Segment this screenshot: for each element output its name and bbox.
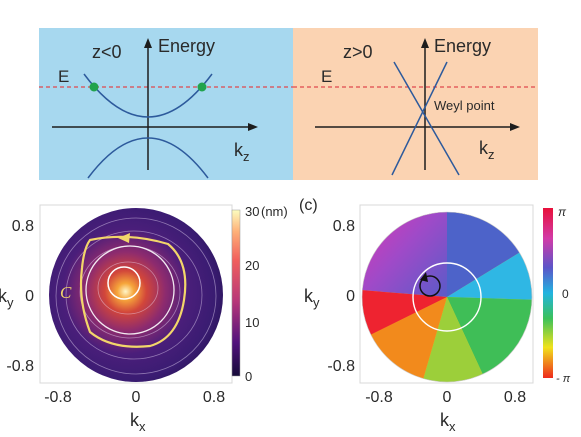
colorbar-tick-label: π — [558, 205, 567, 219]
energy-axis-label: Energy — [434, 36, 491, 56]
y-ticks: 0.8 0 -0.8 — [327, 218, 355, 375]
kz-axis-arrow — [248, 123, 258, 131]
panel-top-right-background — [293, 28, 538, 180]
winding-arrow — [420, 272, 428, 282]
x-tick-label: 0.8 — [203, 389, 225, 406]
weyl-point-label: Weyl point — [434, 98, 495, 113]
x-axis-label: kx — [440, 410, 456, 434]
colorbar-tick-label: 0 — [562, 287, 569, 301]
colorbar-tick-label: 20 — [245, 258, 259, 273]
energy-level-label: E — [321, 67, 332, 86]
x-tick-label: -0.8 — [365, 389, 393, 406]
y-tick-label: 0 — [346, 288, 355, 305]
colorbar-tick-label: 10 — [245, 315, 259, 330]
lower-band-curve — [87, 137, 209, 179]
x-tick-label: -0.8 — [44, 389, 72, 406]
contour-ring — [412, 262, 482, 332]
kz-axis-label: kz — [234, 140, 250, 164]
energy-axis-arrow — [144, 38, 152, 48]
winding-loop — [419, 275, 441, 297]
x-tick-label: 0 — [132, 389, 141, 406]
phase-map-edge — [361, 211, 533, 383]
x-ticks: -0.8 0 0.8 — [44, 389, 225, 406]
weyl-cone-line-2 — [391, 61, 448, 176]
loop-direction-arrow — [118, 233, 130, 243]
energy-axis-label: Energy — [158, 36, 215, 56]
y-tick-label: -0.8 — [6, 358, 34, 375]
colorbar-tick-label: - π — [556, 373, 571, 385]
colorbar-tick-label: 0 — [245, 369, 252, 384]
integration-loop — [79, 235, 187, 348]
weyl-cone-line-1 — [393, 61, 460, 176]
panel-b: C 0.8 0 -0.8 -0.8 0 0.8 kx ky 30 (nm) 20… — [0, 204, 288, 434]
contour-ring — [107, 266, 141, 300]
panel-top-left-background — [39, 28, 293, 180]
crossing-dot-left — [89, 82, 99, 92]
x-axis-label: kx — [130, 410, 146, 434]
colorbar-unit-label: (nm) — [261, 204, 288, 219]
y-tick-label: 0 — [25, 288, 34, 305]
y-tick-label: -0.8 — [327, 358, 355, 375]
condition-label: z<0 — [92, 42, 122, 62]
condition-label: z>0 — [343, 42, 373, 62]
density-map — [49, 208, 223, 382]
y-axis-label: ky — [0, 286, 14, 310]
panel-top-left: z<0 Energy E kz — [39, 28, 293, 180]
kz-axis-label: kz — [479, 138, 495, 162]
y-tick-label: 0.8 — [12, 218, 34, 235]
x-ticks: -0.8 0 0.8 — [365, 389, 526, 406]
colorbar-tick-label: 30 — [245, 204, 259, 219]
crossing-dot-right — [197, 82, 207, 92]
energy-axis-arrow — [421, 38, 429, 48]
upper-band-curve — [83, 73, 213, 118]
colorbar — [231, 209, 241, 377]
phase-colorbar — [543, 208, 553, 378]
panel-label: (c) — [299, 197, 318, 214]
contour-ring-outer — [85, 245, 175, 335]
kz-axis-arrow — [510, 123, 520, 131]
loop-label: C — [60, 283, 72, 302]
energy-level-label: E — [58, 67, 69, 86]
panel-top-right: z>0 Energy E Weyl point kz — [293, 28, 538, 180]
y-tick-label: 0.8 — [333, 218, 355, 235]
x-tick-label: 0 — [443, 389, 452, 406]
y-axis-label: ky — [304, 286, 320, 310]
x-tick-label: 0.8 — [504, 389, 526, 406]
panel-c: (c) 0.8 0 -0.8 -0.8 0 0.8 kx ky π — [299, 197, 571, 434]
y-ticks: 0.8 0 -0.8 — [6, 218, 34, 375]
